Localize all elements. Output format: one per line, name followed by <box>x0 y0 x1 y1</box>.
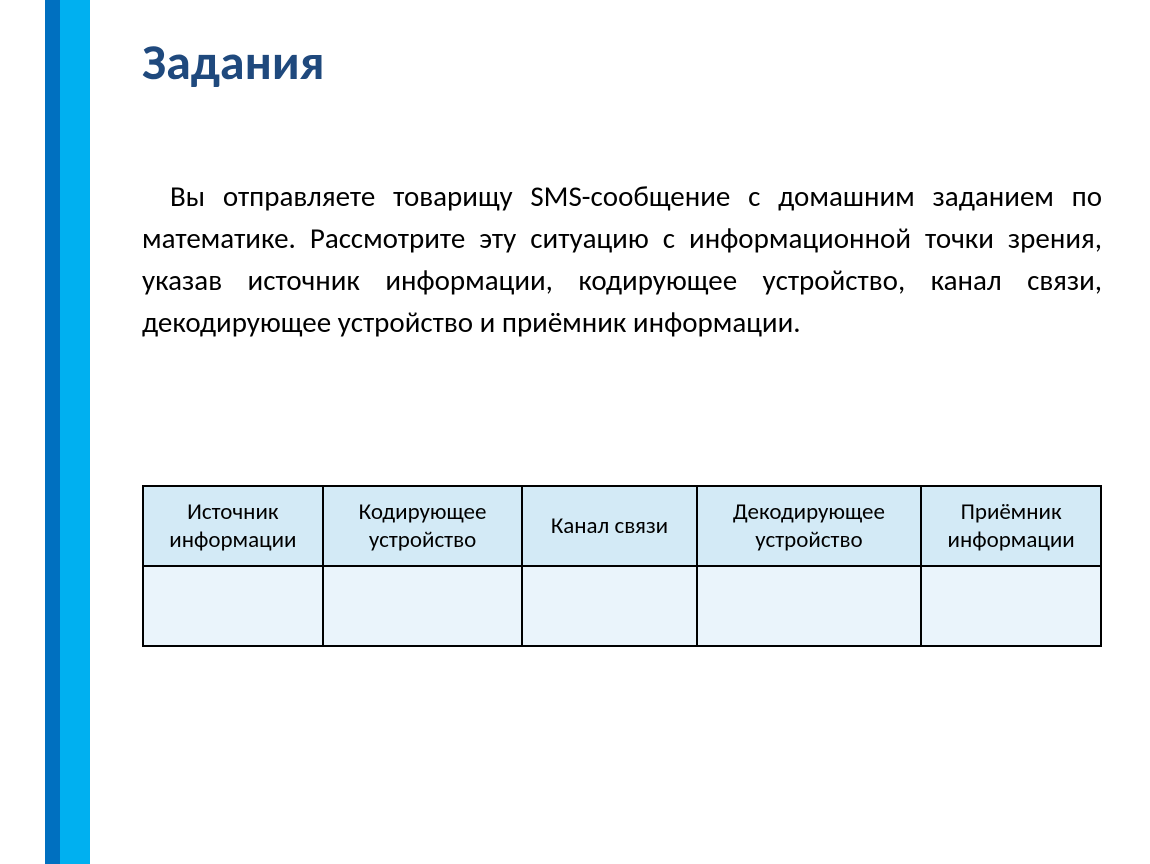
cell-channel <box>522 566 696 646</box>
page-title: Задания <box>142 32 325 93</box>
col-receiver: Приёмник информации <box>921 486 1101 566</box>
cell-source <box>143 566 323 646</box>
table-header-row: Источник информации Кодирующее устройств… <box>143 486 1101 566</box>
cell-decoder <box>697 566 922 646</box>
accent-bar-inner <box>60 0 90 864</box>
table-row <box>143 566 1101 646</box>
col-channel: Канал связи <box>522 486 696 566</box>
cell-encoder <box>323 566 523 646</box>
cell-receiver <box>921 566 1101 646</box>
info-table: Источник информации Кодирующее устройств… <box>142 485 1102 647</box>
col-source: Источник информации <box>143 486 323 566</box>
task-text: Вы отправляете товарищу SMS-сообщение с … <box>142 175 1102 343</box>
slide: Задания Вы отправляете товарищу SMS-сооб… <box>0 0 1150 864</box>
col-decoder: Декодирующее устройство <box>697 486 922 566</box>
col-encoder: Кодирующее устройство <box>323 486 523 566</box>
table-wrap: Источник информации Кодирующее устройств… <box>142 485 1102 647</box>
